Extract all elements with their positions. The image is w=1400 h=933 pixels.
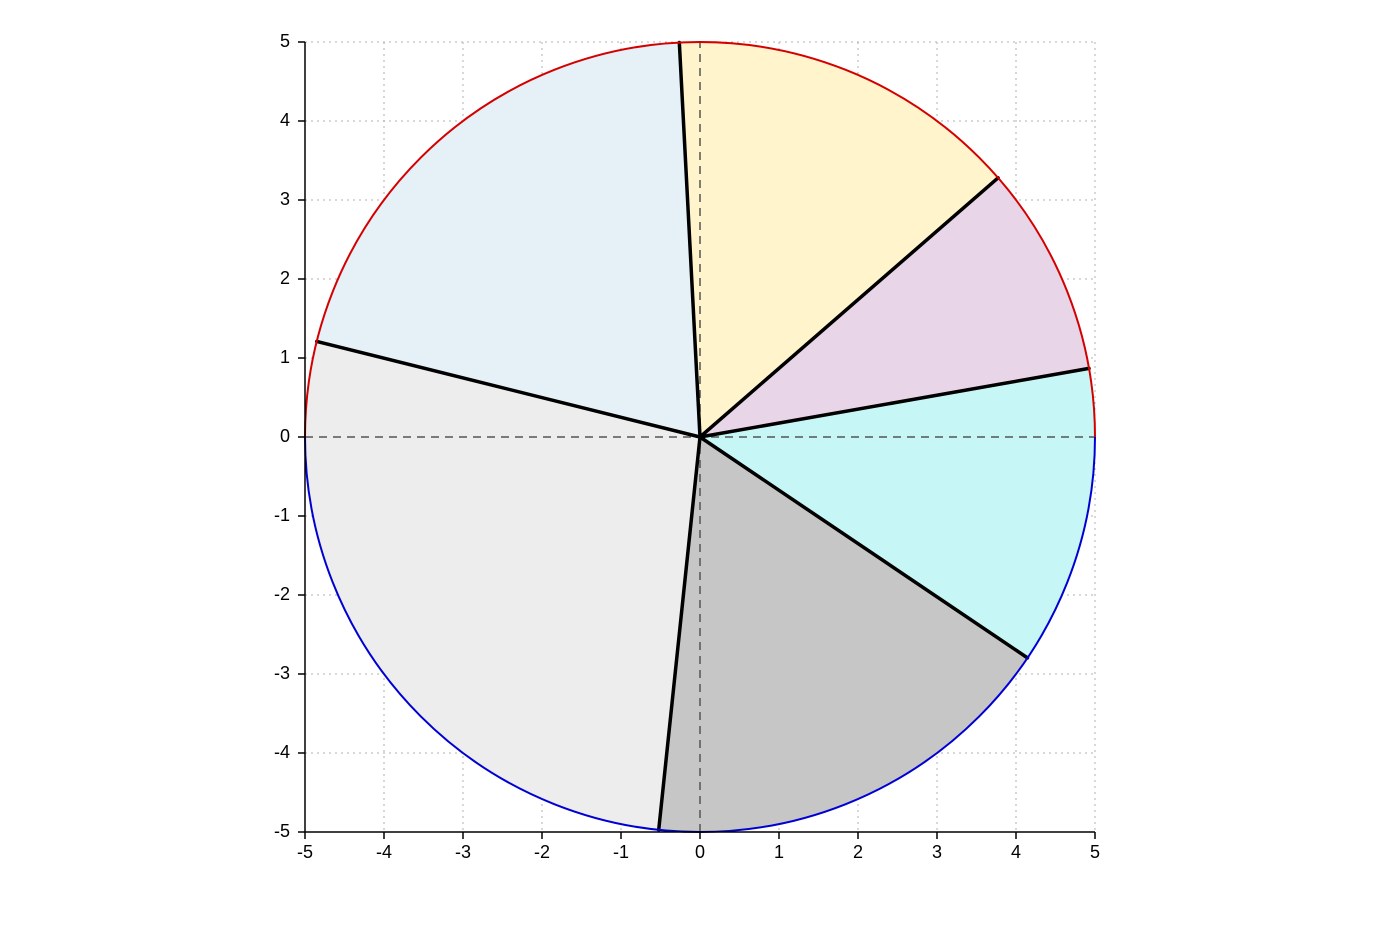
y-tick-label: 3 xyxy=(280,189,290,209)
x-tick-label: 0 xyxy=(695,842,705,862)
y-tick-label: 5 xyxy=(280,31,290,51)
x-tick-label: -4 xyxy=(376,842,392,862)
x-tick-label: 5 xyxy=(1090,842,1100,862)
y-tick-label: -4 xyxy=(274,742,290,762)
y-tick-label: 2 xyxy=(280,268,290,288)
x-tick-label: 2 xyxy=(853,842,863,862)
x-tick-label: 4 xyxy=(1011,842,1021,862)
y-tick-label: -1 xyxy=(274,505,290,525)
pie-cartesian-chart: -5 -4 -3 -2 -1 0 1 2 3 4 5 -5 -4 -3 -2 -1 0 1 2 3 4 5 xyxy=(0,0,1400,933)
chart-container: -5 -4 -3 -2 -1 0 1 2 3 4 5 -5 -4 -3 -2 -1 0 1 2 3 4 5 xyxy=(0,0,1400,933)
x-tick-label: -5 xyxy=(297,842,313,862)
y-tick-label: -5 xyxy=(274,821,290,841)
x-tick-label: -3 xyxy=(455,842,471,862)
x-tick-label: -1 xyxy=(613,842,629,862)
y-tick-label: -3 xyxy=(274,663,290,683)
y-tick-label: 4 xyxy=(280,110,290,130)
y-tick-label: -2 xyxy=(274,584,290,604)
y-tick-label: 1 xyxy=(280,347,290,367)
x-tick-label: 3 xyxy=(932,842,942,862)
x-tick-label: -2 xyxy=(534,842,550,862)
x-tick-label: 1 xyxy=(774,842,784,862)
y-tick-label: 0 xyxy=(280,426,290,446)
